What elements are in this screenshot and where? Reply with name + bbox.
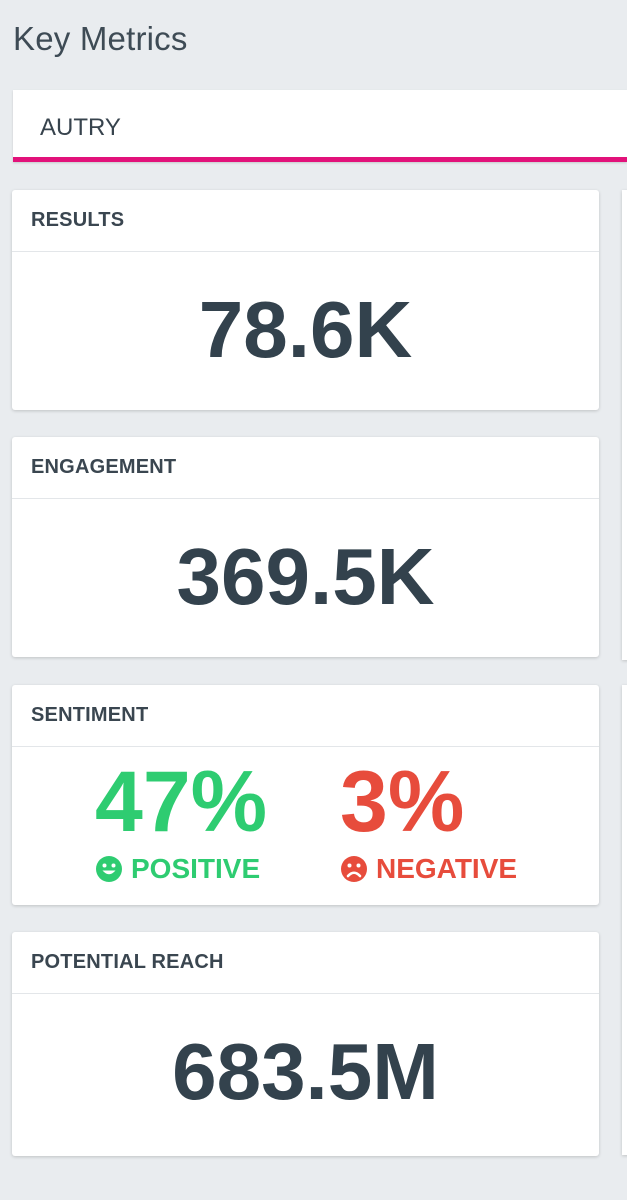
page-title: Key Metrics: [13, 20, 188, 57]
potential-reach-value: 683.5M: [172, 1027, 439, 1116]
right-column-card: [622, 190, 627, 660]
negative-sentiment: 3% NEGATIVE: [340, 759, 517, 885]
positive-label-row: POSITIVE: [95, 853, 267, 885]
results-card-title: RESULTS: [12, 190, 599, 252]
engagement-value: 369.5K: [176, 532, 435, 621]
negative-label: NEGATIVE: [376, 853, 518, 884]
positive-percent: 47%: [95, 754, 268, 850]
sentiment-card-title: SENTIMENT: [12, 685, 599, 747]
results-card: RESULTS 78.6K: [12, 190, 599, 410]
account-selector[interactable]: AUTRY: [13, 90, 627, 162]
negative-label-row: NEGATIVE: [340, 853, 517, 885]
account-selector-value: AUTRY: [40, 114, 121, 141]
smiley-face-icon: [96, 856, 122, 882]
positive-label: POSITIVE: [131, 853, 261, 884]
engagement-card: ENGAGEMENT 369.5K: [12, 437, 599, 657]
potential-reach-card: POTENTIAL REACH 683.5M: [12, 932, 599, 1156]
results-value: 78.6K: [198, 285, 413, 374]
sad-face-icon: [341, 856, 367, 882]
right-column-card: [622, 685, 627, 1155]
engagement-card-title: ENGAGEMENT: [12, 437, 599, 499]
potential-reach-card-title: POTENTIAL REACH: [12, 932, 599, 994]
negative-percent: 3%: [340, 754, 465, 850]
sentiment-card: SENTIMENT 47% POSITIVE 3%: [12, 685, 599, 905]
positive-sentiment: 47% POSITIVE: [95, 759, 267, 885]
